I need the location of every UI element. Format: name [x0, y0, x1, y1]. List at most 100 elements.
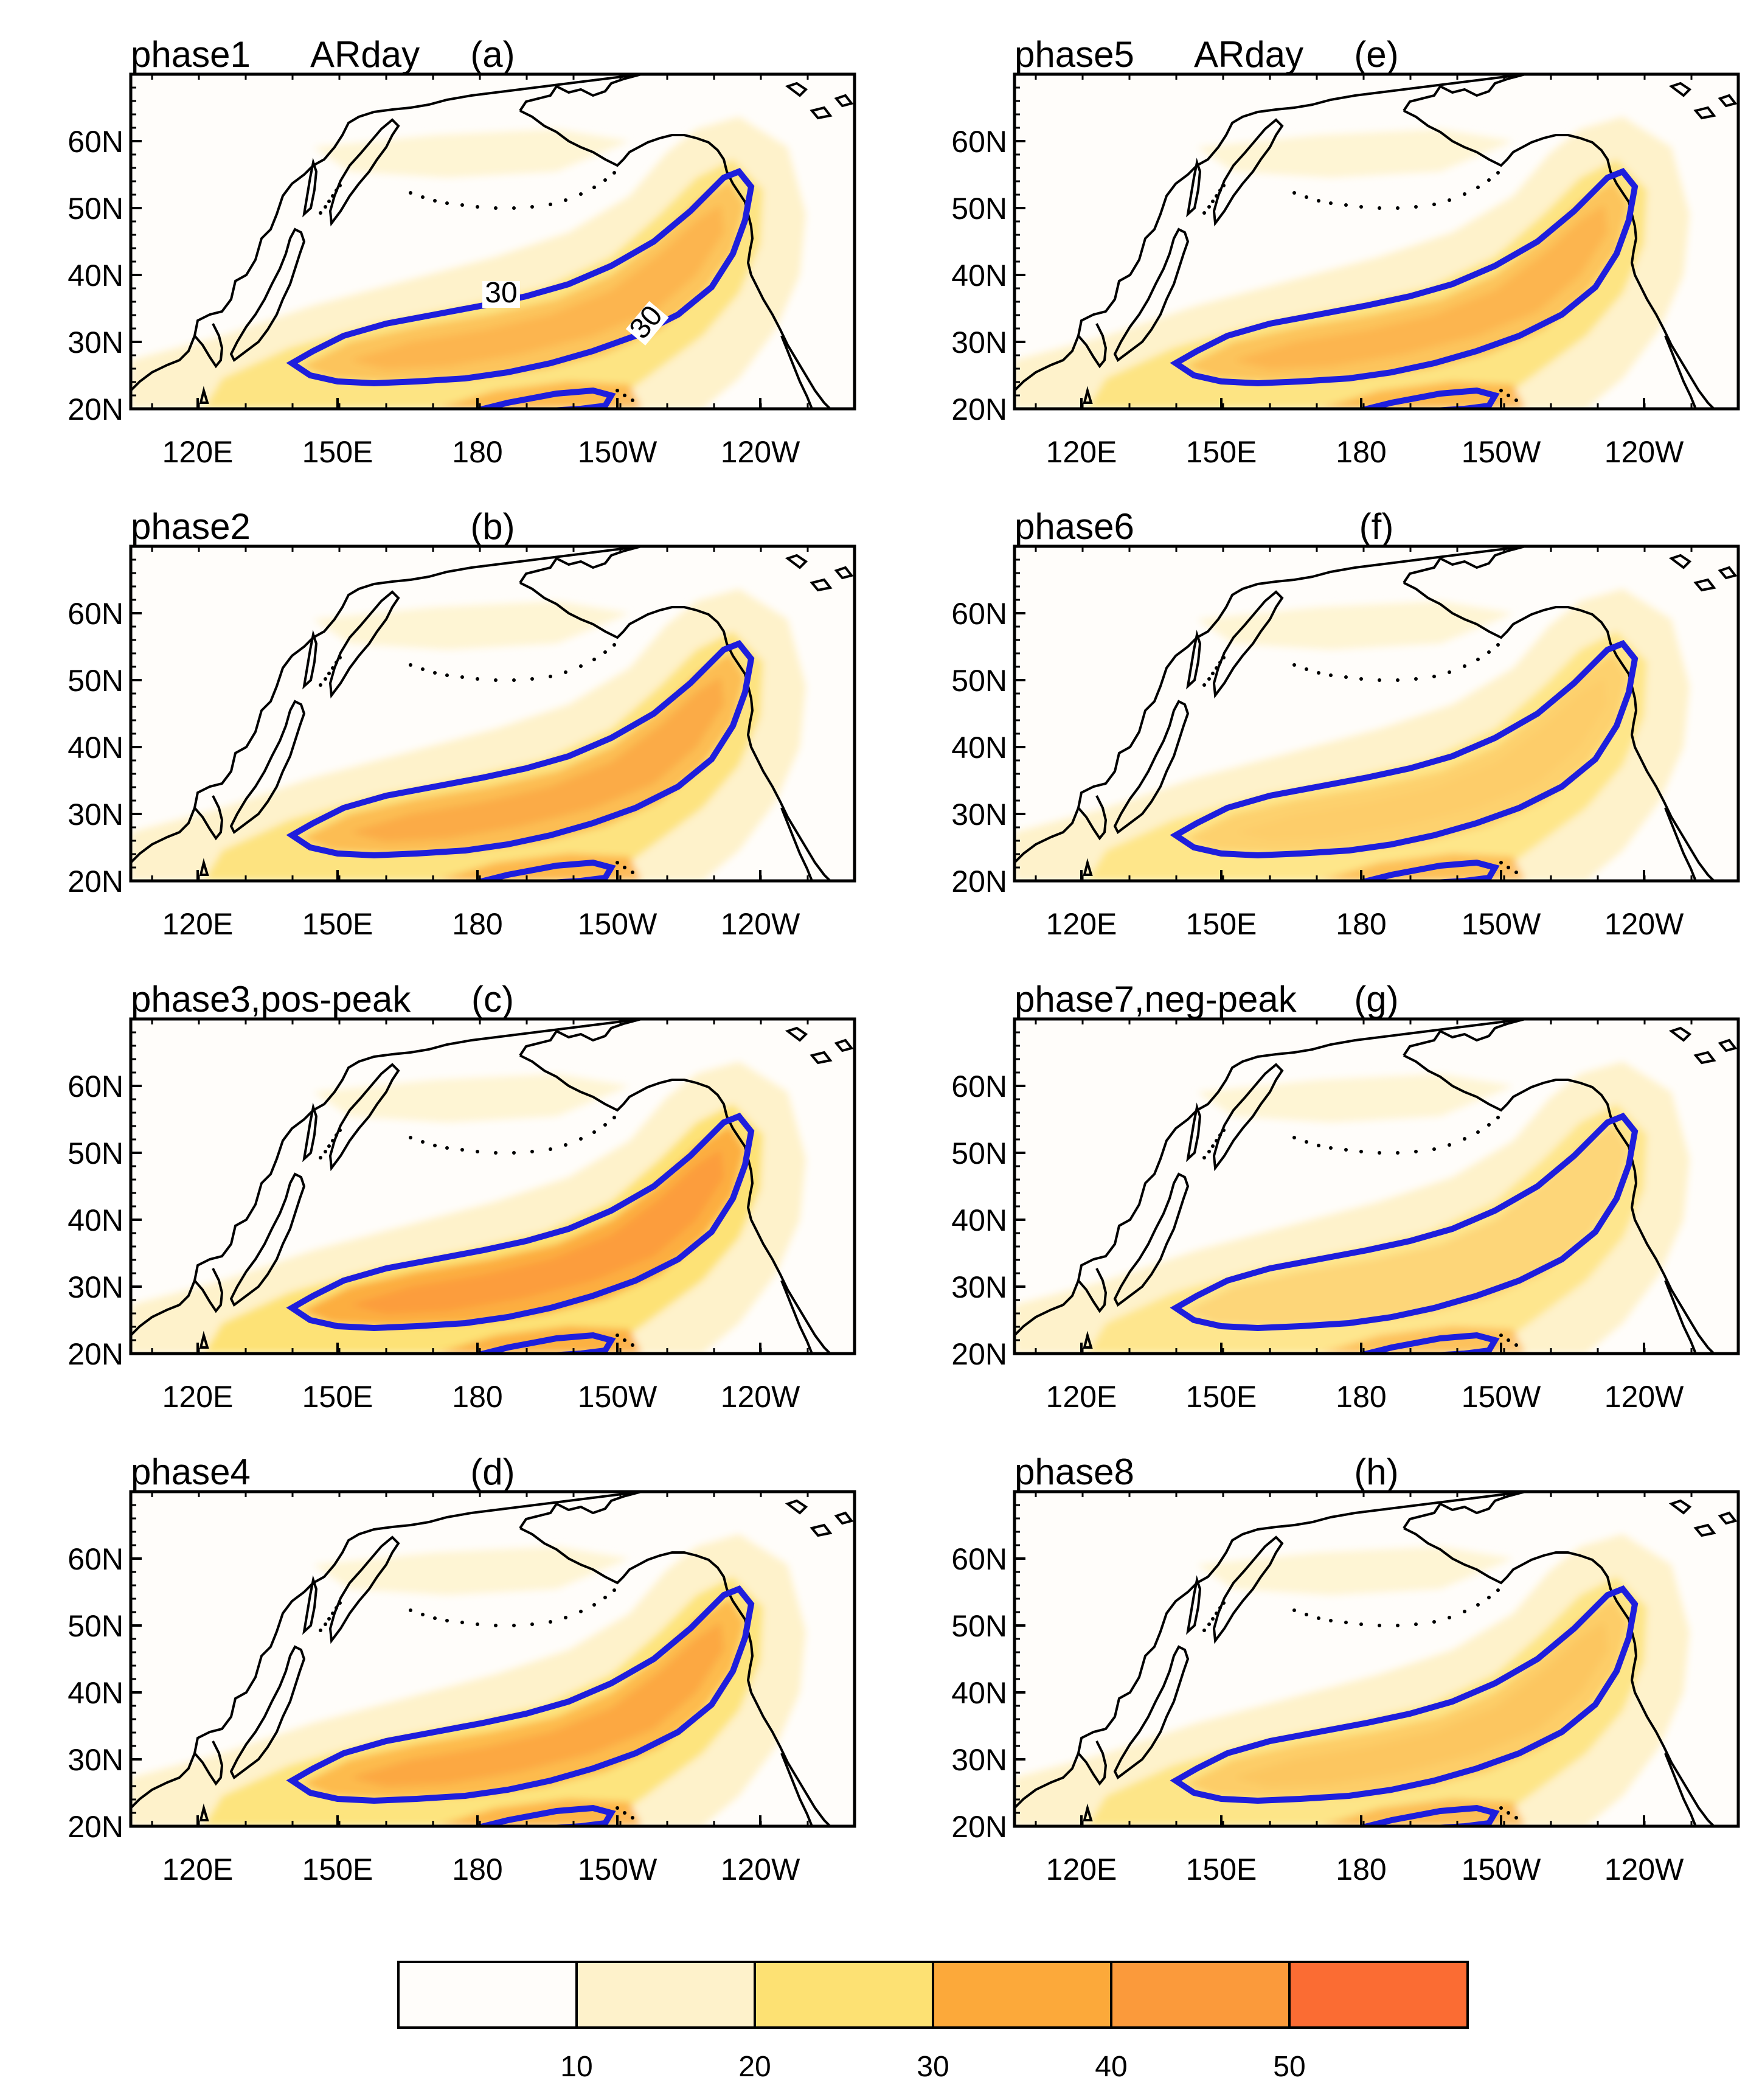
lat-tick-label: 20N [951, 392, 1007, 426]
lon-tick-label: 180 [452, 907, 502, 941]
map-frame [129, 544, 856, 883]
lat-tick-label: 30N [68, 1743, 123, 1777]
colorbar-label: 30 [917, 2051, 949, 2083]
lon-tick-label: 120E [1046, 435, 1117, 469]
panel-phase-title: phase8 [1015, 1452, 1134, 1492]
lat-tick-label: 20N [68, 392, 123, 426]
lat-tick-label: 30N [951, 1270, 1007, 1304]
lon-tick-label: 120E [1046, 1852, 1117, 1886]
map-frame [129, 1490, 856, 1828]
lat-tick-label: 60N [951, 125, 1007, 159]
lon-tick-label: 150W [578, 1380, 657, 1414]
map-frame [1013, 544, 1740, 883]
map-frame [1013, 1490, 1740, 1828]
map-frame [129, 72, 856, 411]
lon-tick-label: 180 [1336, 907, 1386, 941]
panel-h: 120E 150E 180 150W 120W 20N 30N 40N 50N 60N phase8… [951, 1452, 1740, 1886]
lat-tick-label: 40N [951, 731, 1007, 765]
lat-tick-label: 20N [951, 864, 1007, 899]
contour-label: 30 [482, 277, 520, 309]
colorbar-swatch [932, 1961, 1112, 2029]
lon-tick-label: 120E [1046, 1380, 1117, 1414]
lon-tick-label: 120W [1604, 1380, 1684, 1414]
lat-tick-label: 20N [951, 1337, 1007, 1371]
lat-tick-label: 30N [951, 325, 1007, 360]
lon-tick-label: 150E [1186, 435, 1257, 469]
lon-tick-label: 120E [162, 907, 234, 941]
panel-letter: (c) [471, 979, 514, 1020]
map-frame [1013, 72, 1740, 411]
lon-tick-label: 150E [302, 1380, 373, 1414]
lat-tick-label: 30N [68, 798, 123, 832]
lon-tick-label: 150W [1462, 1380, 1541, 1414]
svg-text:30: 30 [485, 277, 517, 309]
panel-phase-title: phase1 [131, 34, 251, 75]
lon-tick-label: 150W [578, 435, 657, 469]
lon-tick-label: 120E [1046, 907, 1117, 941]
lon-tick-label: 150W [1462, 907, 1541, 941]
map-area [131, 1492, 855, 1826]
panel-d: 120E 150E 180 150W 120W 20N 30N 40N 50N 60N phase4… [68, 1452, 856, 1886]
lat-tick-label: 40N [951, 1203, 1007, 1237]
panel-letter: (g) [1354, 979, 1398, 1020]
colorbar: 10 20 30 40 50 [397, 1961, 1469, 2083]
panel-letter: (f) [1359, 506, 1394, 547]
lon-tick-label: 120W [721, 1852, 800, 1886]
map-area [131, 546, 855, 881]
panel-letter: (d) [470, 1452, 515, 1492]
lon-tick-label: 150W [1462, 1852, 1541, 1886]
panel-subtitle: ARday [310, 34, 420, 75]
lat-tick-label: 60N [951, 1542, 1007, 1576]
panel-letter: (h) [1354, 1452, 1398, 1492]
lon-tick-label: 150W [578, 1852, 657, 1886]
lat-tick-label: 20N [951, 1810, 1007, 1844]
lat-tick-label: 40N [68, 731, 123, 765]
colorbar-swatch [1110, 1961, 1291, 2029]
map-area [1015, 1019, 1738, 1354]
panel-c: 120E 150E 180 150W 120W 20N 30N 40N 50N 60N phase3… [68, 979, 856, 1414]
lon-tick-label: 180 [1336, 1380, 1386, 1414]
lon-tick-label: 120E [162, 1380, 234, 1414]
lon-tick-label: 150W [1462, 435, 1541, 469]
lon-tick-label: 120W [1604, 435, 1684, 469]
map-frame [1013, 1017, 1740, 1355]
panel-letter: (a) [470, 34, 515, 75]
lat-tick-label: 30N [951, 798, 1007, 832]
colorbar-swatch [397, 1961, 578, 2029]
lon-tick-label: 150E [1186, 907, 1257, 941]
lat-tick-label: 40N [951, 1676, 1007, 1710]
lat-tick-label: 50N [951, 1136, 1007, 1170]
panel-phase-title: phase5 [1015, 34, 1134, 75]
lat-tick-label: 60N [68, 1542, 123, 1576]
panel-letter: (e) [1354, 34, 1398, 75]
panel-phase-title: phase4 [131, 1452, 251, 1492]
lon-tick-label: 180 [452, 1380, 502, 1414]
lat-tick-label: 30N [68, 325, 123, 360]
lat-tick-label: 60N [68, 1069, 123, 1104]
lat-tick-label: 60N [951, 1069, 1007, 1104]
lat-tick-label: 40N [68, 1203, 123, 1237]
panel-g: 120E 150E 180 150W 120W 20N 30N 40N 50N 60N phase7… [951, 979, 1740, 1414]
lat-tick-label: 20N [68, 1810, 123, 1844]
map-area [1015, 1492, 1738, 1826]
panel-b: 120E 150E 180 150W 120W 20N 30N 40N 50N 60N phase2… [68, 506, 856, 941]
panel-phase-title: phase7,neg-peak [1015, 979, 1297, 1020]
panel-phase-title: phase2 [131, 506, 251, 547]
lat-tick-label: 50N [68, 664, 123, 698]
lat-tick-label: 40N [951, 259, 1007, 293]
panel-e: 120E 150E 180 150W 120W 20N 30N 40N 50N 60N phase5… [951, 34, 1740, 469]
map-area [1015, 546, 1738, 881]
colorbar-label: 50 [1273, 2051, 1305, 2083]
lat-tick-label: 40N [68, 259, 123, 293]
lat-tick-label: 60N [951, 597, 1007, 631]
lon-tick-label: 150E [1186, 1380, 1257, 1414]
lon-tick-label: 180 [452, 1852, 502, 1886]
colorbar-swatch [575, 1961, 756, 2029]
lat-tick-label: 50N [951, 1609, 1007, 1643]
lon-tick-label: 180 [452, 435, 502, 469]
lon-tick-label: 150W [578, 907, 657, 941]
